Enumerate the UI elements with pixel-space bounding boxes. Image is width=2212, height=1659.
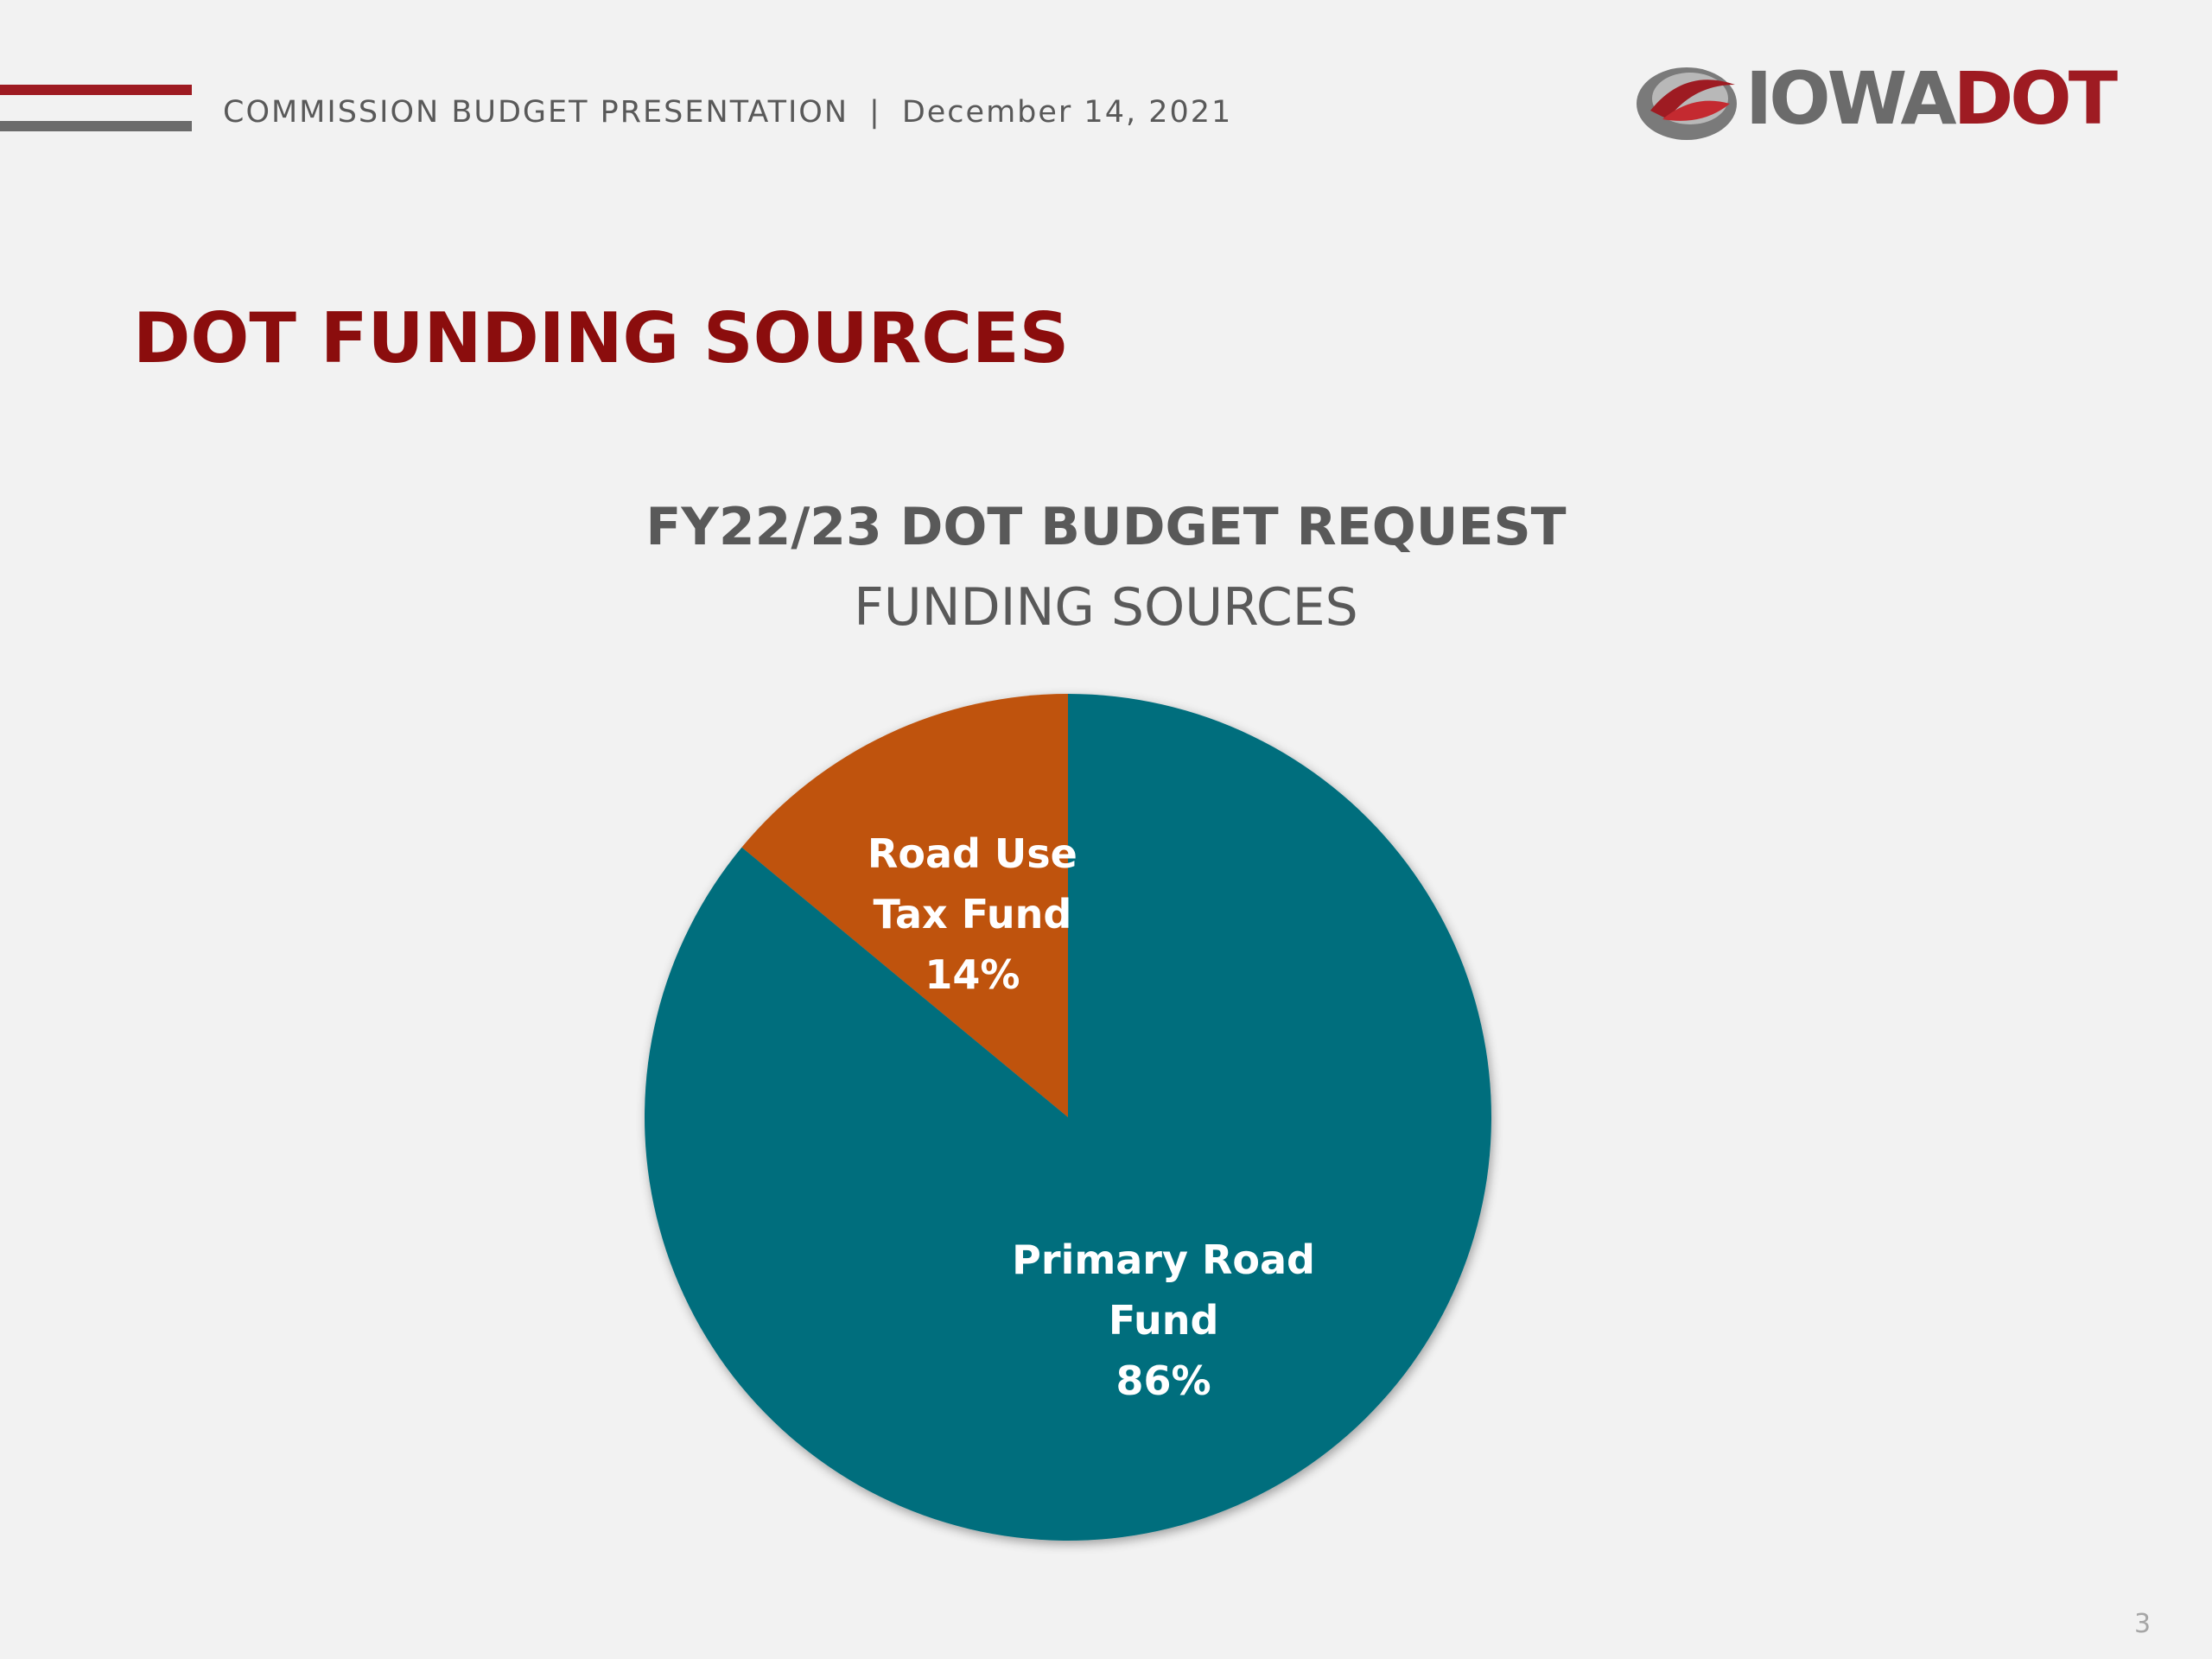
pie-slice-label-line: Fund xyxy=(1109,1297,1219,1344)
header-separator: | xyxy=(869,95,881,130)
header-rule-red xyxy=(0,85,192,95)
header-rule-gray xyxy=(0,121,192,131)
pie-slice-label-line: 86% xyxy=(1116,1357,1211,1404)
pie-slice-label-1: Road Use Tax Fund 14% xyxy=(868,830,1077,998)
slide-title: DOT FUNDING SOURCES xyxy=(133,298,1070,378)
iowa-dot-swoosh-icon xyxy=(1637,67,1737,140)
logo-word-iowa: IOWA xyxy=(1745,56,1957,141)
logo-word-dot: DOT xyxy=(1953,56,2118,141)
presentation-header: COMMISSION BUDGET PRESENTATION | December … xyxy=(223,95,1232,130)
page-number: 3 xyxy=(2134,1609,2152,1639)
presentation-date: December 14, 2021 xyxy=(901,95,1233,130)
logo-wordmark: IOWADOT xyxy=(1745,62,2118,135)
pie-slice-label-line: Road Use xyxy=(868,830,1077,877)
chart-title: FY22/23 DOT BUDGET REQUEST xyxy=(645,497,1567,557)
pie-slice-label-2: Primary Road Fund 86% xyxy=(1012,1236,1315,1404)
chart-subtitle: FUNDING SOURCES xyxy=(854,577,1358,638)
pie-slice-label-line: Tax Fund xyxy=(874,891,1072,938)
iowa-dot-logo: IOWADOT xyxy=(1633,59,2118,145)
pie-slice-label-line: 14% xyxy=(925,951,1020,998)
presentation-name: COMMISSION BUDGET PRESENTATION xyxy=(223,95,849,130)
pie-slice-1 xyxy=(741,694,1068,1117)
pie-slice-2 xyxy=(644,694,1491,1541)
pie-slice-label-line: Primary Road xyxy=(1012,1236,1315,1283)
